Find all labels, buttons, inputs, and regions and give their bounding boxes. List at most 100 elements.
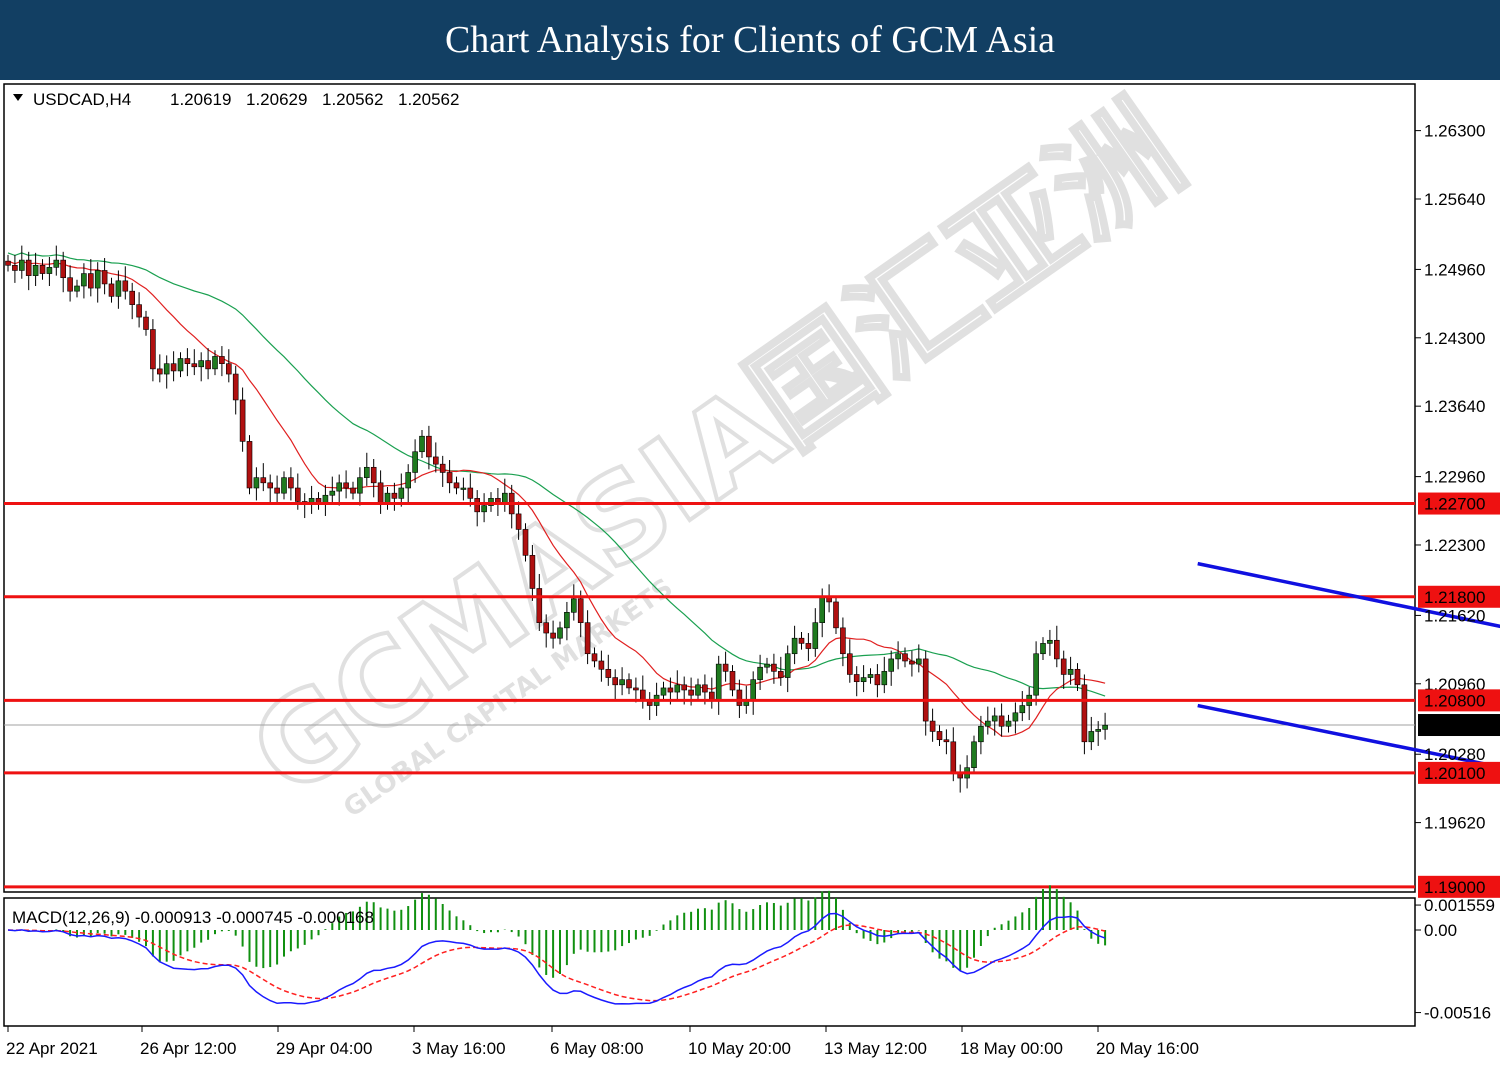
candle-bear [474, 498, 481, 513]
candle-bull [791, 637, 798, 655]
y-tick-label: 1.19620 [1424, 814, 1485, 833]
candle-bull [984, 720, 991, 727]
candle-bull [177, 358, 184, 372]
candle-bear [529, 555, 536, 589]
main-panel [3, 83, 1416, 893]
candle-bull [281, 477, 287, 494]
candle-bear [736, 689, 743, 706]
candle-bear [1074, 668, 1081, 686]
candle-bull [488, 498, 494, 506]
candle-bull [198, 360, 204, 368]
candle-bull [715, 663, 722, 701]
y-tick-label: 1.21620 [1424, 606, 1485, 625]
x-tick-label: 20 May 16:00 [1096, 1039, 1199, 1058]
x-tick-label: 10 May 20:00 [688, 1039, 791, 1058]
level-label: 1.19000 [1424, 878, 1485, 897]
candle-bear [626, 679, 632, 689]
candle-bear [771, 663, 777, 672]
candle-bull [757, 666, 763, 680]
macd-signal-line [7, 924, 1106, 1002]
candle-bull [412, 451, 418, 473]
candle-bear [239, 399, 246, 442]
candle-bear [612, 677, 619, 686]
candle-bear [936, 731, 943, 741]
candle-bear [902, 653, 908, 662]
candle-bull [881, 671, 888, 686]
level-label-box [1418, 761, 1500, 784]
candle-bull [1088, 731, 1095, 743]
candle-bull [253, 477, 260, 489]
candle-bear [833, 601, 839, 629]
y-tick-label: 1.22300 [1424, 536, 1485, 555]
candle-bull [163, 363, 170, 375]
candle-bear [129, 290, 135, 305]
candle-bull [1033, 653, 1039, 696]
candle-bear [605, 668, 612, 678]
level-label: 1.21800 [1424, 588, 1485, 607]
candle-bear [777, 671, 784, 678]
candle-bear [25, 259, 32, 276]
candle-bear [998, 715, 1005, 727]
ohlc-value: 1.20629 [246, 90, 307, 109]
banner-title: Chart Analysis for Clients of GCM Asia [0, 0, 1500, 80]
candle-bull [888, 658, 895, 672]
candle-bull [750, 679, 757, 701]
candle-bear [805, 643, 812, 649]
candle-bull [53, 259, 60, 268]
y-tick-label: 1.25640 [1424, 190, 1485, 209]
candle-bull [695, 684, 701, 696]
candle-bear [639, 689, 646, 701]
candle-bear [370, 466, 377, 484]
ma-fast-line [7, 260, 1106, 737]
candle-bull [1012, 712, 1019, 722]
candle-bear [1081, 684, 1088, 743]
candle-bull [895, 653, 901, 660]
level-label-box [1418, 585, 1500, 608]
candle-bear [1060, 658, 1067, 675]
candle-bear [929, 720, 936, 732]
candle-bear [101, 270, 108, 285]
candle-bull [419, 435, 425, 453]
candle-bear [688, 689, 694, 696]
candle-bull [991, 715, 998, 722]
level-label-box [1418, 875, 1500, 898]
x-tick-label: 26 Apr 12:00 [140, 1039, 236, 1058]
current-price-box [1418, 714, 1500, 737]
y-tick-label: 1.22960 [1424, 468, 1485, 487]
level-label-box [1418, 689, 1500, 712]
ohlc-value: 1.20619 [170, 90, 231, 109]
candle-bull [674, 684, 681, 693]
candle-bull [784, 653, 791, 678]
y-tick-label: 1.23640 [1424, 397, 1485, 416]
candle-bull [81, 273, 87, 287]
candle-bull [915, 658, 922, 665]
candle-bull [564, 612, 570, 629]
macd-header: MACD(12,26,9) -0.000913 -0.000745 -0.000… [12, 908, 374, 927]
candle-bear [143, 316, 149, 330]
candle-bear [536, 588, 543, 623]
collapse-triangle-icon[interactable] [13, 94, 23, 101]
candle-bear [722, 663, 729, 672]
candle-bear [467, 487, 474, 499]
candle-bear [522, 529, 529, 556]
ohlc-header: 1.20619 1.20629 1.20562 1.20562 [170, 90, 459, 109]
candle-bull [115, 280, 122, 297]
candle-bear [729, 671, 736, 691]
candle-bear [846, 653, 853, 675]
candle-bull [94, 270, 101, 289]
macd-main-line [7, 912, 1106, 1005]
candle-bull [329, 490, 336, 496]
candle-bear [909, 660, 915, 665]
candle-bull [405, 472, 412, 489]
candle-bear [12, 264, 18, 271]
candle-bull [74, 285, 80, 292]
ohlc-value: 1.20562 [398, 90, 459, 109]
candle-bear [922, 658, 929, 722]
candle-bear [294, 487, 301, 502]
y-tick-label: 1.24300 [1424, 329, 1485, 348]
candle-bull [764, 663, 770, 668]
y-tick-label: 1.26300 [1424, 122, 1485, 141]
candle-bear [274, 487, 280, 494]
candle-bear [226, 363, 232, 375]
candle-bear [267, 482, 274, 489]
